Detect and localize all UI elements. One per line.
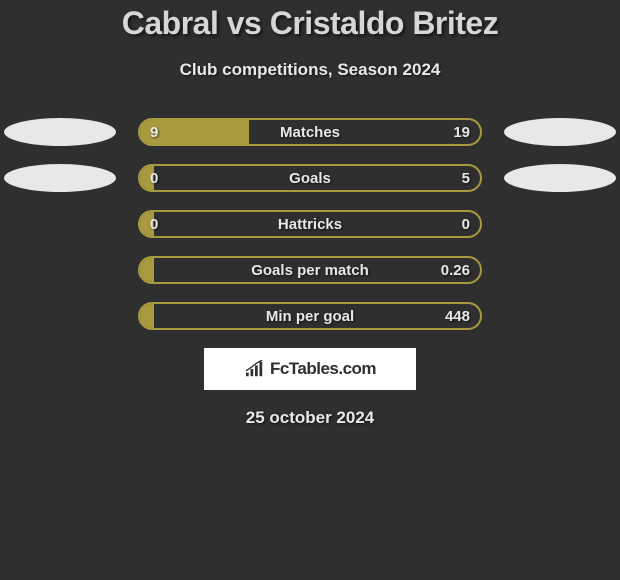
stat-label: Min per goal bbox=[266, 308, 354, 325]
stat-bar: Goals per match 0.26 bbox=[138, 256, 482, 284]
date-label: 25 october 2024 bbox=[0, 408, 620, 428]
bar-fill bbox=[140, 304, 154, 328]
page-title: Cabral vs Cristaldo Britez bbox=[0, 5, 620, 42]
stat-right-value: 19 bbox=[453, 124, 470, 141]
stat-bar: 0 Goals 5 bbox=[138, 164, 482, 192]
player-right-ellipse bbox=[504, 164, 616, 192]
stat-bar: 0 Hattricks 0 bbox=[138, 210, 482, 238]
stat-left-value: 0 bbox=[150, 216, 158, 233]
source-badge: FcTables.com bbox=[204, 348, 416, 390]
stat-row: Goals per match 0.26 bbox=[0, 256, 620, 284]
stat-label: Goals bbox=[289, 170, 331, 187]
stat-right-value: 0.26 bbox=[441, 262, 470, 279]
stat-row: 9 Matches 19 bbox=[0, 118, 620, 146]
stat-right-value: 448 bbox=[445, 308, 470, 325]
stat-label: Matches bbox=[280, 124, 340, 141]
player-left-ellipse bbox=[4, 164, 116, 192]
stat-right-value: 5 bbox=[462, 170, 470, 187]
badge-text: FcTables.com bbox=[270, 359, 376, 379]
stats-area: 9 Matches 19 0 Goals 5 0 Hattricks 0 Goals per ma… bbox=[0, 118, 620, 330]
main-container: Cabral vs Cristaldo Britez Club competit… bbox=[0, 0, 620, 428]
stat-label: Hattricks bbox=[278, 216, 342, 233]
stat-row: Min per goal 448 bbox=[0, 302, 620, 330]
bar-fill bbox=[140, 258, 154, 282]
chart-icon bbox=[244, 360, 266, 378]
stat-label: Goals per match bbox=[251, 262, 369, 279]
stat-bar: 9 Matches 19 bbox=[138, 118, 482, 146]
stat-right-value: 0 bbox=[462, 216, 470, 233]
subtitle: Club competitions, Season 2024 bbox=[0, 60, 620, 80]
stat-left-value: 9 bbox=[150, 124, 158, 141]
stat-row: 0 Goals 5 bbox=[0, 164, 620, 192]
stat-bar: Min per goal 448 bbox=[138, 302, 482, 330]
player-left-ellipse bbox=[4, 118, 116, 146]
player-right-ellipse bbox=[504, 118, 616, 146]
stat-left-value: 0 bbox=[150, 170, 158, 187]
stat-row: 0 Hattricks 0 bbox=[0, 210, 620, 238]
